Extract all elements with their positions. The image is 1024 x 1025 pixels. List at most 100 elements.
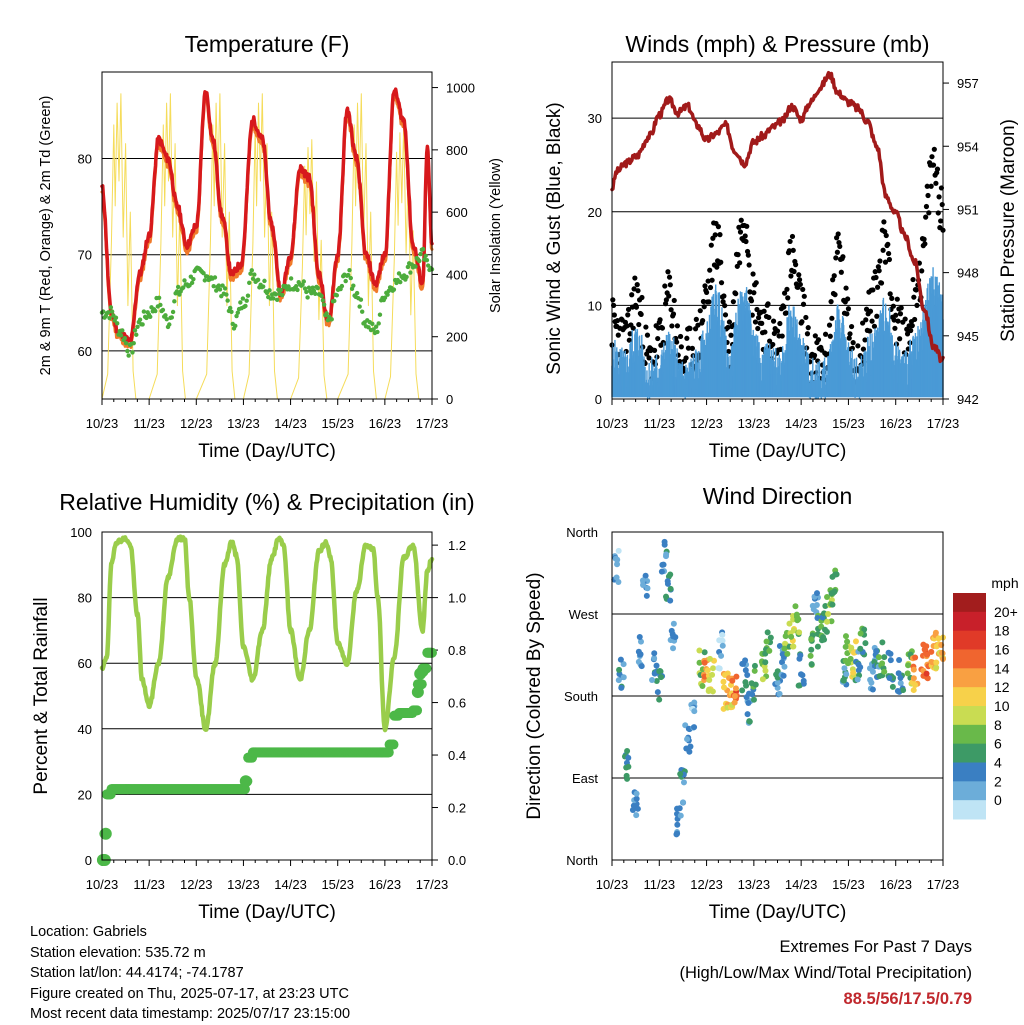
gust-point [718, 280, 725, 286]
gust-point [923, 214, 929, 220]
direction-point [716, 637, 723, 644]
y-right-tick-label: 400 [446, 267, 468, 282]
dewpoint-point [109, 309, 115, 314]
gust-point [835, 231, 841, 237]
dewpoint-point [262, 278, 267, 284]
gust-point [838, 269, 844, 275]
direction-point [674, 805, 681, 812]
colorbar-tick-label: 6 [994, 736, 1002, 752]
dewpoint-point [174, 289, 180, 294]
direction-point [742, 679, 749, 686]
gust-point [684, 335, 690, 341]
direction-point [910, 687, 917, 694]
gust-point [893, 312, 899, 318]
x-tick-label: 10/23 [86, 877, 119, 892]
gust-point [709, 277, 715, 283]
gust-point [627, 331, 633, 337]
direction-point [680, 799, 687, 806]
gust-point [811, 352, 818, 358]
gust-point [885, 241, 891, 247]
x-axis-label: Time (Day/UTC) [709, 902, 847, 923]
direction-point [767, 634, 774, 641]
direction-point [614, 561, 621, 568]
gust-point [875, 264, 881, 270]
direction-point [748, 680, 755, 687]
dewpoint-point [373, 324, 379, 329]
gust-point [615, 332, 621, 338]
gust-point [774, 328, 781, 334]
direction-point [796, 629, 803, 636]
direction-point [749, 691, 756, 698]
dewpoint-point [107, 315, 112, 321]
dewpoint-point [348, 275, 353, 281]
direction-point [684, 736, 691, 743]
x-axis-label: Time (Day/UTC) [198, 902, 336, 923]
gust-point [675, 352, 681, 358]
direction-point [691, 708, 698, 715]
gust-point [751, 290, 757, 296]
y-right-tick-label: 1.0 [448, 591, 466, 606]
gust-point [790, 247, 796, 253]
plot-frame [101, 531, 433, 861]
gust-point [668, 307, 674, 313]
gust-point [625, 312, 631, 318]
gust-point [815, 337, 822, 343]
dewpoint-point [408, 270, 413, 275]
direction-point [774, 679, 781, 686]
x-tick-label: 12/23 [180, 877, 213, 892]
dewpoint-point [278, 287, 284, 293]
direction-point [710, 665, 717, 672]
gust-point [712, 232, 718, 238]
gust-point [832, 292, 838, 298]
gust-point [890, 303, 896, 309]
direction-point [822, 626, 829, 633]
direction-point [808, 646, 815, 653]
direction-point [875, 654, 882, 661]
gust-point [826, 322, 833, 328]
x-tick-label: 13/23 [227, 877, 260, 892]
direction-point [656, 668, 663, 675]
rh-series [99, 534, 435, 733]
gust-point [800, 301, 807, 307]
gust-point [747, 289, 753, 295]
direction-point [715, 665, 722, 672]
plot-frame [611, 61, 944, 400]
direction-point [912, 682, 919, 689]
dewpoint-point [243, 303, 248, 309]
gust-point [833, 255, 839, 261]
gust-point [869, 318, 875, 324]
direction-point [854, 676, 861, 683]
gust-point [848, 323, 855, 330]
gust-point [922, 241, 928, 247]
direction-point [664, 580, 671, 587]
direction-point [759, 676, 766, 683]
direction-point [615, 547, 622, 554]
direction-point [633, 812, 640, 819]
direction-point [852, 638, 859, 645]
direction-point [654, 689, 661, 696]
gust-point [880, 247, 886, 253]
y-tick-label: East [572, 771, 598, 786]
direction-point [701, 649, 708, 656]
direction-point [798, 671, 805, 678]
dewpoint-point [126, 353, 131, 358]
recent-timestamp: Most recent data timestamp: 2025/07/17 2… [30, 1006, 351, 1022]
gust-point [845, 296, 851, 302]
direction-point [667, 597, 674, 604]
gust-point [845, 306, 852, 312]
direction-point [764, 629, 771, 636]
precip-point [411, 686, 424, 699]
direction-point [867, 676, 874, 683]
x-tick-label: 13/23 [738, 877, 771, 892]
gust-point [631, 286, 637, 292]
extremes-values: 88.5/56/17.5/0.79 [843, 990, 972, 1008]
dewpoint-point [212, 275, 218, 280]
gust-point [683, 355, 689, 361]
dewpoint-point [377, 312, 383, 317]
colorbar-label: mph [991, 575, 1018, 591]
gust-point [685, 345, 692, 351]
direction-point [642, 572, 649, 579]
dewpoint-point [315, 285, 320, 291]
gust-point [928, 183, 934, 189]
dewpoint-point [366, 325, 371, 330]
